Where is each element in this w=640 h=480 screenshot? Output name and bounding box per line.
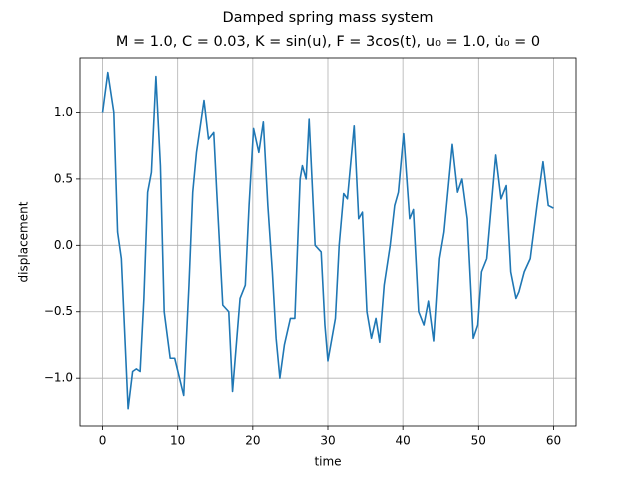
y-tick-label: 0.0 [54, 238, 73, 252]
x-tick-label: 30 [320, 434, 335, 448]
chart-subtitle: M = 1.0, C = 0.03, K = sin(u), F = 3cos(… [116, 34, 540, 50]
y-axis-label: displacement [17, 201, 31, 282]
x-tick-label: 20 [245, 434, 260, 448]
y-tick-label: 1.0 [54, 105, 73, 119]
chart-title: Damped spring mass system [222, 10, 433, 26]
x-tick-label: 50 [471, 434, 486, 448]
x-tick-label: 10 [170, 434, 185, 448]
y-tick-label: −0.5 [44, 304, 73, 318]
x-axis-label: time [314, 455, 341, 469]
x-tick-label: 40 [396, 434, 411, 448]
plot-frame [79, 57, 577, 427]
x-tick-label: 60 [546, 434, 561, 448]
data-line [101, 71, 554, 410]
x-tick-label: 0 [99, 434, 107, 448]
y-tick-label: 0.5 [54, 171, 73, 185]
y-tick-label: −1.0 [44, 371, 73, 385]
